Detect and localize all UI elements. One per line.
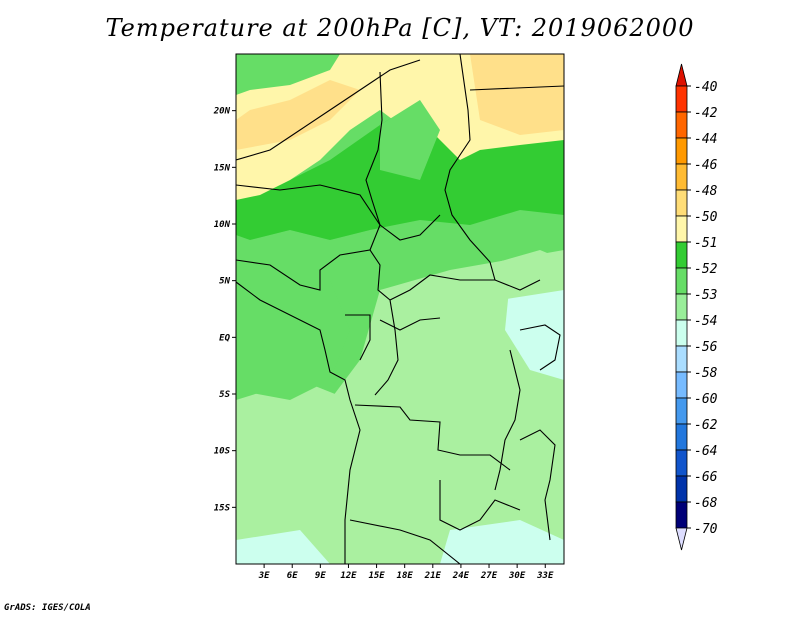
border-line — [469, 85, 564, 91]
colorbar-bottom-arrow — [675, 527, 688, 551]
colorbar-swatch — [675, 137, 688, 165]
colorbar-label: -56 — [694, 340, 718, 355]
colorbar-label: -54 — [694, 314, 717, 329]
coastline — [236, 281, 361, 564]
field-light-green-east — [470, 250, 564, 300]
border-line — [519, 324, 561, 371]
border-line — [494, 349, 521, 491]
colorbar-label: -58 — [694, 366, 718, 381]
colorbar-label: -62 — [694, 418, 718, 433]
borders — [236, 54, 564, 564]
temperature-field — [236, 54, 564, 564]
colorbar-label: -50 — [694, 210, 718, 225]
grads-credit: GrADS: IGES/COLA — [4, 603, 91, 613]
lon-tick-label: 15E — [368, 571, 385, 581]
lon-tick-label: 9E — [315, 571, 326, 581]
colorbar-swatch — [675, 241, 688, 269]
lon-tick-label: 30E — [508, 571, 526, 581]
field-pale-cyan-southwest — [236, 530, 330, 564]
colorbar-label: -68 — [694, 496, 718, 511]
colorbar-label: -42 — [694, 106, 718, 121]
colorbar-label: -48 — [694, 184, 718, 199]
border-line — [374, 299, 399, 396]
colorbar-swatch — [675, 371, 688, 399]
colorbar-swatch — [675, 319, 688, 347]
lon-tick-label: 3E — [258, 571, 270, 581]
border-line — [379, 317, 441, 331]
border-line — [349, 519, 461, 564]
lon-tick-label: 18E — [397, 571, 414, 581]
colorbar-label: -60 — [694, 392, 718, 407]
plot-frame — [235, 53, 565, 565]
border-line — [389, 274, 541, 301]
colorbar-swatch — [675, 111, 688, 139]
lat-tick-label: 10N — [214, 220, 231, 230]
colorbar-swatch — [675, 397, 688, 425]
border-line — [444, 54, 496, 281]
border-line — [519, 429, 556, 541]
colorbar-swatch — [675, 267, 688, 295]
latitude-axis: 20N 15N 10N 5N EQ 5S 10S 15S — [213, 107, 236, 513]
field-yellow-northwest — [236, 80, 360, 150]
lon-tick-label: 27E — [480, 571, 498, 581]
lon-tick-label: 6E — [287, 571, 298, 581]
colorbar-swatch — [675, 215, 688, 243]
colorbar-label: -46 — [694, 158, 718, 173]
lon-tick-label: 21E — [424, 571, 442, 581]
colorbar: -40 -42 -44 -46 -48 -50 -51 -52 -53 -54 -56 -58 -60 -… — [675, 63, 718, 551]
field-yellow-northeast — [470, 54, 564, 135]
border-line — [439, 480, 521, 531]
lon-tick-label: 33E — [536, 571, 554, 581]
longitude-axis: 3E 6E 9E 12E 15E 18E 21E 24E 27E 30E 33E — [258, 564, 554, 581]
colorbar-swatch — [675, 189, 688, 217]
colorbar-label: -64 — [694, 444, 717, 459]
colorbar-swatch — [675, 501, 688, 529]
colorbar-swatch — [675, 85, 688, 113]
border-line — [236, 59, 421, 161]
field-light-green-southwest — [236, 380, 360, 540]
field-green-northwest-corner — [236, 54, 340, 95]
colorbar-label: -53 — [694, 288, 717, 303]
colorbar-swatch — [675, 449, 688, 477]
lat-tick-label: 15N — [214, 163, 231, 173]
colorbar-swatch — [675, 423, 688, 451]
lon-tick-label: 12E — [340, 571, 357, 581]
lat-tick-label: EQ — [219, 333, 230, 343]
colorbar-label: -70 — [694, 522, 718, 537]
colorbar-label: -66 — [694, 470, 718, 485]
lat-tick-label: 10S — [214, 447, 231, 457]
colorbar-label: -44 — [694, 132, 717, 147]
map-title: Temperature at 200hPa [C], VT: 201906200… — [105, 14, 695, 42]
border-line — [345, 314, 371, 361]
lat-tick-label: 20N — [213, 107, 231, 117]
lat-tick-label: 5S — [219, 390, 230, 400]
border-line — [236, 184, 441, 241]
lat-tick-label: 15S — [214, 503, 231, 513]
colorbar-label: -51 — [694, 236, 717, 251]
border-line — [354, 404, 511, 471]
field-mid-green-west — [236, 280, 350, 400]
colorbar-swatch — [675, 293, 688, 321]
colorbar-swatch — [675, 163, 688, 191]
colorbar-label: -40 — [694, 80, 718, 95]
colorbar-label: -52 — [694, 262, 718, 277]
colorbar-swatch — [675, 475, 688, 503]
border-line — [236, 249, 391, 301]
field-green-north-tongue — [380, 100, 440, 180]
field-pale-cyan-south — [440, 520, 564, 564]
colorbar-top-arrow — [675, 63, 688, 87]
lat-tick-label: 5N — [219, 277, 230, 287]
colorbar-swatch — [675, 345, 688, 373]
lon-tick-label: 24E — [452, 571, 470, 581]
